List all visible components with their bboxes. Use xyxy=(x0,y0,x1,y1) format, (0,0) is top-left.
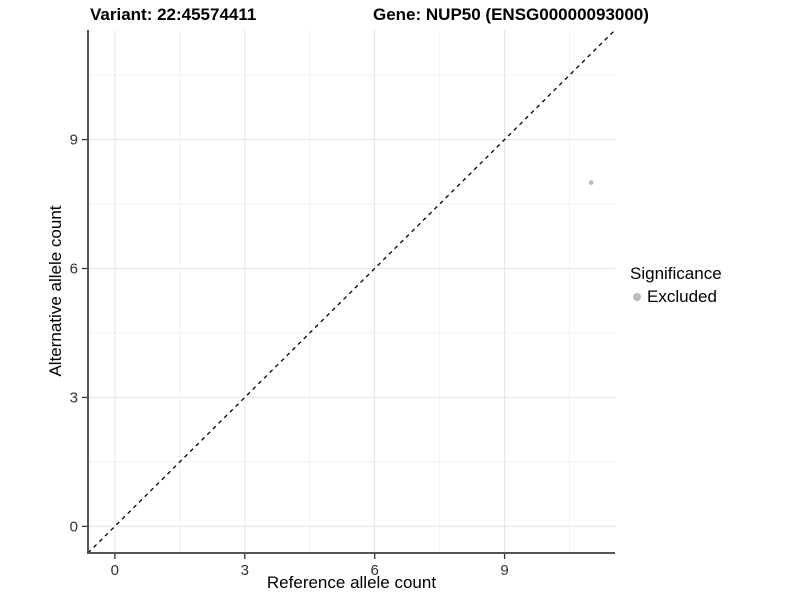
legend-item-excluded: Excluded xyxy=(630,287,722,307)
x-tick-label: 3 xyxy=(241,562,249,579)
plot-title-gene: Gene: NUP50 (ENSG00000093000) xyxy=(373,5,649,24)
x-tick-label: 9 xyxy=(500,562,508,579)
x-tick-label: 0 xyxy=(111,562,119,579)
legend: Significance Excluded xyxy=(630,264,722,307)
y-axis-title: Alternative allele count xyxy=(46,205,65,377)
y-tick-label: 3 xyxy=(70,389,78,406)
identity-line xyxy=(87,29,616,554)
data-point xyxy=(588,180,594,185)
x-axis-title: Reference allele count xyxy=(266,573,437,592)
y-tick-label: 9 xyxy=(70,132,78,149)
x-tick-label: 6 xyxy=(370,562,378,579)
y-tick-label: 6 xyxy=(70,261,78,278)
legend-title: Significance xyxy=(630,264,722,283)
legend-point-swatch-icon xyxy=(633,293,641,301)
legend-item-label: Excluded xyxy=(647,287,717,306)
y-tick-label: 0 xyxy=(70,518,78,535)
plot-title-variant: Variant: 22:45574411 xyxy=(90,5,257,24)
